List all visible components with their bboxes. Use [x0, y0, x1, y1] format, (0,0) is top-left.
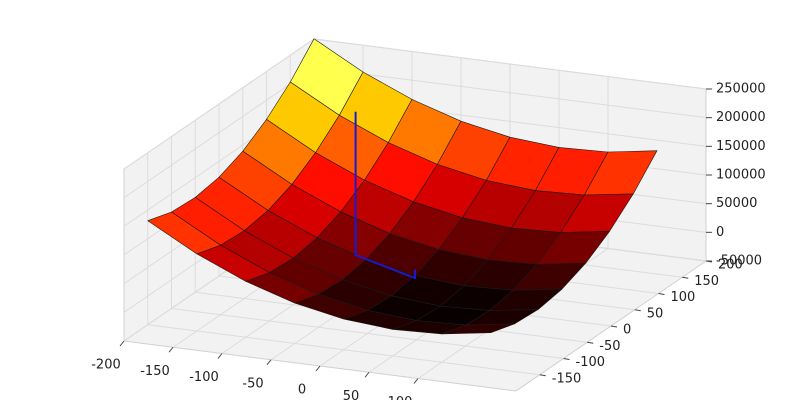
y-tick-label: 100	[671, 290, 696, 305]
y-tick-label: -150	[552, 371, 582, 386]
y-tick	[634, 309, 641, 312]
surface-patch	[147, 211, 221, 255]
grid-line	[313, 67, 707, 119]
y-tick	[610, 325, 618, 328]
x-tick-label: -100	[189, 370, 219, 385]
y-tick-label: 0	[623, 323, 631, 338]
grid-line	[123, 38, 315, 170]
x-tick	[119, 340, 125, 347]
x-tick-label: 0	[298, 383, 306, 398]
y-tick-label: -100	[576, 355, 606, 370]
y-tick-label: 50	[647, 306, 664, 321]
grid-line	[147, 324, 540, 376]
x-tick	[364, 371, 370, 378]
x-tick-label: -50	[242, 376, 263, 391]
x-tick	[413, 378, 419, 384]
x-tick-label: -150	[140, 364, 170, 379]
y-tick-label: 200	[718, 258, 743, 273]
y-tick	[682, 276, 689, 279]
x-tick-label: 50	[343, 389, 360, 400]
y-tick-label: 150	[694, 274, 719, 289]
y-tick-label: -50	[599, 339, 620, 354]
grid-line	[123, 67, 315, 199]
z-tick-label: 200000	[716, 110, 766, 125]
z-tick-label: 0	[716, 225, 724, 240]
x-tick-label: 100	[388, 395, 413, 400]
x-tick	[266, 359, 272, 366]
grid-line	[313, 38, 707, 90]
trajectory-line	[354, 111, 416, 280]
surface-patch	[441, 323, 515, 335]
z-tick-label: 250000	[716, 82, 766, 97]
grid-line	[171, 308, 564, 359]
z-tick-label: 150000	[716, 139, 766, 154]
z-tick-label: 100000	[716, 168, 766, 183]
x-tick	[315, 365, 321, 372]
x-tick	[168, 346, 174, 353]
y-tick	[587, 341, 594, 344]
y-tick	[539, 374, 546, 377]
z-tick-label: -50000	[716, 254, 762, 269]
x-tick-label: -200	[91, 358, 121, 373]
x-tick	[217, 353, 223, 359]
z-tick-label: 50000	[716, 196, 757, 211]
y-tick	[563, 358, 570, 360]
y-tick	[658, 293, 665, 295]
